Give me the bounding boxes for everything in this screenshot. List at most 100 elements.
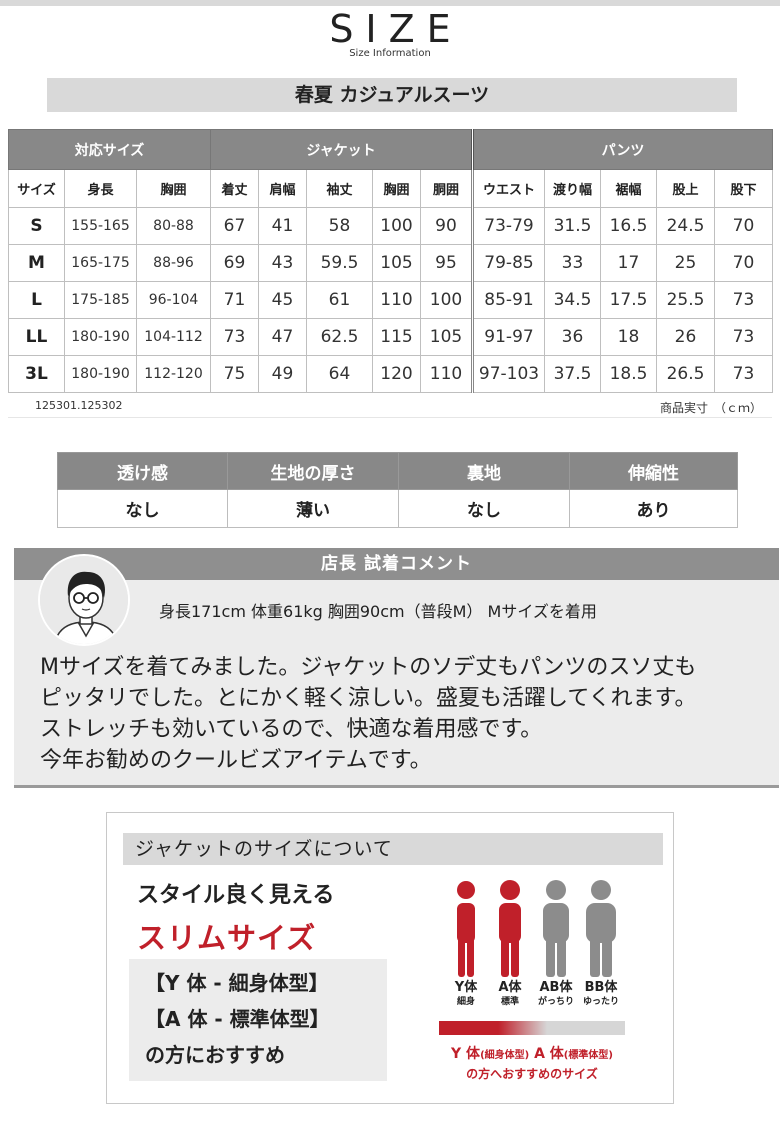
jacket-size-heading: ジャケットのサイズについて bbox=[123, 833, 663, 865]
manager-comment-box: 店長 試着コメント 身長171cm 体重61kg 胸囲90cm（普段M） Mサイ… bbox=[14, 548, 779, 788]
column-header: 肩幅 bbox=[258, 169, 307, 208]
recommended-type: Y 体 bbox=[451, 1046, 481, 1062]
feature-header-row: 透け感 生地の厚さ 裏地 伸縮性 bbox=[57, 452, 738, 490]
table-cell: 3L bbox=[8, 355, 65, 393]
recommended-type: A 体 bbox=[534, 1046, 564, 1062]
table-cell: 100 bbox=[372, 207, 421, 245]
recommended-size-note: の方へおすすめのサイズ bbox=[466, 1067, 598, 1081]
table-cell: 100 bbox=[420, 281, 473, 319]
table-cell: 85-91 bbox=[471, 281, 545, 319]
table-cell: 73 bbox=[714, 355, 773, 393]
column-header: 胸囲 bbox=[372, 169, 421, 208]
loose-body-figure-icon bbox=[586, 880, 616, 977]
table-cell: 105 bbox=[372, 244, 421, 282]
recommended-type-desc: (標準体型) bbox=[563, 1050, 613, 1061]
slim-size-label: スリムサイズ bbox=[137, 921, 317, 955]
table-cell: 34.5 bbox=[544, 281, 601, 319]
table-cell: 73 bbox=[210, 318, 259, 356]
table-cell: 112-120 bbox=[136, 355, 211, 393]
feature-value: なし bbox=[398, 489, 570, 528]
table-cell: 18 bbox=[600, 318, 657, 356]
table-cell: 25 bbox=[656, 244, 715, 282]
table-cell: 43 bbox=[258, 244, 307, 282]
figure-desc: 細身 bbox=[456, 997, 475, 1007]
jacket-size-panel: ジャケットのサイズについて スタイル良く見える スリムサイズ 【Y 体 - 細身… bbox=[106, 812, 674, 1104]
table-cell: 73 bbox=[714, 318, 773, 356]
product-code: 125301.125302 bbox=[35, 399, 123, 412]
feature-header: 裏地 bbox=[398, 452, 570, 490]
column-header: 袖丈 bbox=[306, 169, 373, 208]
column-header: サイズ bbox=[8, 169, 65, 208]
recommend-line: の方におすすめ bbox=[145, 1043, 285, 1067]
table-cell: 104-112 bbox=[136, 318, 211, 356]
table-cell: 115 bbox=[372, 318, 421, 356]
table-cell: 75 bbox=[210, 355, 259, 393]
table-cell: 25.5 bbox=[656, 281, 715, 319]
table-cell: 26.5 bbox=[656, 355, 715, 393]
table-cell: 97-103 bbox=[471, 355, 545, 393]
figure-desc: ゆったり bbox=[582, 997, 619, 1007]
table-cell: 41 bbox=[258, 207, 307, 245]
column-header: 胸囲 bbox=[136, 169, 211, 208]
page-title: SIZE bbox=[329, 7, 463, 51]
manager-stats: 身長171cm 体重61kg 胸囲90cm（普段M） Mサイズを着用 bbox=[159, 602, 597, 621]
feature-header: 伸縮性 bbox=[569, 452, 738, 490]
figure-type: BB体 bbox=[584, 980, 618, 995]
table-row: M 165-175 88-96 69 43 59.5 105 95 79-85 … bbox=[8, 244, 773, 282]
figure-label-a: A体 標準 bbox=[487, 981, 533, 1009]
table-cell: 31.5 bbox=[544, 207, 601, 245]
group-header-pants: パンツ bbox=[472, 129, 773, 170]
table-cell: 73-79 bbox=[471, 207, 545, 245]
figure-label-bb: BB体 ゆったり bbox=[578, 981, 624, 1009]
fit-range-fill bbox=[439, 1021, 547, 1035]
table-cell: 180-190 bbox=[64, 355, 137, 393]
table-row: L 175-185 96-104 71 45 61 110 100 85-91 … bbox=[8, 281, 773, 319]
table-cell: 155-165 bbox=[64, 207, 137, 245]
feature-header: 透け感 bbox=[57, 452, 228, 490]
comment-title: 店長 試着コメント bbox=[14, 548, 779, 580]
table-cell: 45 bbox=[258, 281, 307, 319]
table-cell: 95 bbox=[420, 244, 473, 282]
table-cell: S bbox=[8, 207, 65, 245]
group-header-jacket: ジャケット bbox=[210, 129, 474, 170]
table-cell: 58 bbox=[306, 207, 373, 245]
page-subtitle: Size Information bbox=[349, 48, 431, 59]
table-cell: 165-175 bbox=[64, 244, 137, 282]
table-cell: 69 bbox=[210, 244, 259, 282]
table-cell: 79-85 bbox=[471, 244, 545, 282]
table-cell: 26 bbox=[656, 318, 715, 356]
table-cell: LL bbox=[8, 318, 65, 356]
table-cell: 70 bbox=[714, 244, 773, 282]
sturdy-body-figure-icon bbox=[543, 880, 569, 977]
column-header: 裾幅 bbox=[600, 169, 657, 208]
table-cell: 110 bbox=[420, 355, 473, 393]
table-row: 3L 180-190 112-120 75 49 64 120 110 97-1… bbox=[8, 355, 773, 393]
group-header-size: 対応サイズ bbox=[8, 129, 211, 170]
feature-header: 生地の厚さ bbox=[227, 452, 399, 490]
table-frame-divider bbox=[8, 417, 772, 418]
recommend-line: 【A 体 - 標準体型】 bbox=[145, 1007, 330, 1031]
column-header: 股上 bbox=[656, 169, 715, 208]
table-cell: 70 bbox=[714, 207, 773, 245]
fabric-feature-table: 透け感 生地の厚さ 裏地 伸縮性 なし 薄い なし あり bbox=[57, 452, 738, 528]
recommend-line: 【Y 体 - 細身体型】 bbox=[145, 971, 329, 995]
slim-body-figure-icon bbox=[457, 881, 475, 977]
figure-label-ab: AB体 がっちり bbox=[533, 981, 579, 1009]
table-cell: 62.5 bbox=[306, 318, 373, 356]
recommended-types: Y 体(細身体型) A 体(標準体型) bbox=[407, 1043, 657, 1063]
product-banner: 春夏 カジュアルスーツ bbox=[47, 78, 737, 112]
table-cell: 67 bbox=[210, 207, 259, 245]
table-cell: 61 bbox=[306, 281, 373, 319]
table-cell: 17.5 bbox=[600, 281, 657, 319]
figure-label-y: Y体 細身 bbox=[443, 981, 489, 1009]
table-cell: 49 bbox=[258, 355, 307, 393]
table-cell: 175-185 bbox=[64, 281, 137, 319]
table-cell: 110 bbox=[372, 281, 421, 319]
comment-text: Mサイズを着てみました。ジャケットのソデ丈もパンツのスソ丈も ピッタリでした。と… bbox=[40, 655, 697, 773]
table-cell: 91-97 bbox=[471, 318, 545, 356]
table-cell: 90 bbox=[420, 207, 473, 245]
table-cell: 88-96 bbox=[136, 244, 211, 282]
manager-avatar-icon bbox=[38, 554, 130, 646]
table-cell: 105 bbox=[420, 318, 473, 356]
column-header: 胴囲 bbox=[420, 169, 473, 208]
